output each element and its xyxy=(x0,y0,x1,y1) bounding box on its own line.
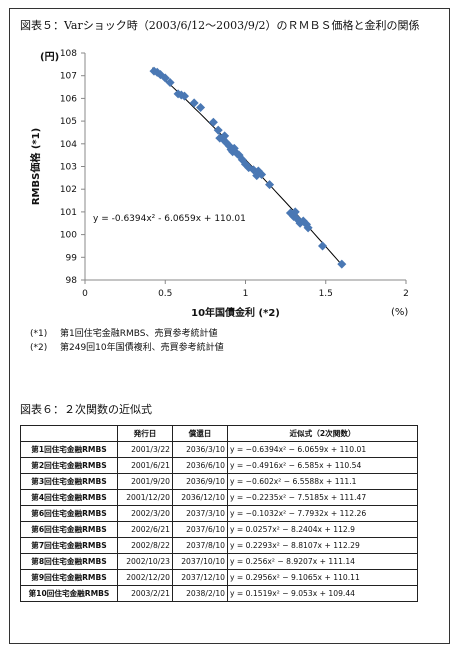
x-tick-label: 2 xyxy=(403,289,409,299)
cell-maturity-date: 2038/2/10 xyxy=(172,585,228,602)
header-name xyxy=(20,425,118,442)
cell-name: 第9回住宅金融RMBS xyxy=(20,569,118,586)
table-row: 第2回住宅金融RMBS 2001/6/21 2036/6/10 y = −0.4916… xyxy=(20,457,418,474)
table-row: 第6回住宅金融RMBS 2002/6/21 2037/6/10 y = 0.0257x… xyxy=(20,521,418,538)
cell-formula: y = 0.1519x² − 9.053x + 109.44 xyxy=(227,585,418,602)
chart-svg: 98 99 100 101 102 103 104 105 106 107 108 0 0.5 1 1.5 2… xyxy=(29,49,409,319)
page-frame xyxy=(9,8,450,644)
y-tick-label: 105 xyxy=(60,117,77,127)
header-maturity-date: 償還日 xyxy=(172,425,228,442)
figure5-title: 図表５：Varショック時（2003/6/12～2003/9/2）のＲＭＢＳ価格と… xyxy=(20,19,420,32)
data-point xyxy=(165,77,175,88)
cell-name: 第10回住宅金融RMBS xyxy=(20,585,118,602)
table-row: 第8回住宅金融RMBS 2002/10/23 2037/10/10 y = 0.256… xyxy=(20,553,418,570)
table-row: 第3回住宅金融RMBS 2001/9/20 2036/9/10 y = −0.602x… xyxy=(20,473,418,490)
cell-issue-date: 2002/8/22 xyxy=(117,537,173,554)
note-2: (*2) 第249回10年国債複利、売買参考統計値 xyxy=(30,341,224,355)
data-point xyxy=(208,117,218,127)
table-row: 第9回住宅金融RMBS 2002/12/20 2037/12/10 y = 0.295… xyxy=(20,569,418,586)
x-tick-label: 1.5 xyxy=(319,289,333,299)
data-point xyxy=(160,73,170,83)
table-row: 第1回住宅金融RMBS 2001/3/22 2036/3/10 y = −0.6394… xyxy=(20,441,418,458)
data-point xyxy=(213,125,223,135)
cell-name: 第6回住宅金融RMBS xyxy=(20,521,118,538)
cell-maturity-date: 2036/9/10 xyxy=(172,473,228,490)
y-axis-title: RMBS価格 (*1) xyxy=(29,128,42,205)
y-tick-label: 107 xyxy=(60,72,77,82)
data-point xyxy=(189,98,199,108)
cell-formula: y = −0.4916x² − 6.585x + 110.54 xyxy=(227,457,418,474)
cell-name: 第8回住宅金融RMBS xyxy=(20,553,118,570)
x-axis-title: 10年国債金利 (*2) xyxy=(191,306,280,319)
header-issue-date: 発行日 xyxy=(117,425,173,442)
cell-issue-date: 2003/2/21 xyxy=(117,585,173,602)
cell-issue-date: 2001/9/20 xyxy=(117,473,173,490)
cell-issue-date: 2002/12/20 xyxy=(117,569,173,586)
y-tick-label: 108 xyxy=(60,49,77,59)
x-tick-label: 0 xyxy=(82,289,88,299)
figure6-title: 図表６：２次関数の近似式 xyxy=(20,403,152,416)
cell-issue-date: 2002/3/20 xyxy=(117,505,173,522)
cell-formula: y = −0.6394x² − 6.0659x + 110.01 xyxy=(227,441,418,458)
cell-maturity-date: 2037/8/10 xyxy=(172,537,228,554)
approximation-table: 発行日 償還日 近似式（2次関数） 第1回住宅金融RMBS 2001/3/22 20… xyxy=(20,425,418,602)
data-point xyxy=(318,241,328,251)
cell-name: 第7回住宅金融RMBS xyxy=(20,537,118,554)
y-tick-label: 102 xyxy=(60,185,77,195)
table-row: 第10回住宅金融RMBS 2003/2/21 2038/2/10 y = 0.1519… xyxy=(20,585,418,602)
header-formula: 近似式（2次関数） xyxy=(227,425,418,442)
cell-formula: y = −0.1032x² − 7.7932x + 112.26 xyxy=(227,505,418,522)
cell-maturity-date: 2036/6/10 xyxy=(172,457,228,474)
table-row: 第7回住宅金融RMBS 2002/8/22 2037/8/10 y = 0.2293x… xyxy=(20,537,418,554)
cell-maturity-date: 2037/12/10 xyxy=(172,569,228,586)
cell-formula: y = 0.2293x² − 8.8107x + 112.29 xyxy=(227,537,418,554)
cell-issue-date: 2001/12/20 xyxy=(117,489,173,506)
table-header-row: 発行日 償還日 近似式（2次関数） xyxy=(20,425,418,442)
cell-formula: y = −0.2235x² − 7.5185x + 111.47 xyxy=(227,489,418,506)
x-unit-label: (%) xyxy=(391,307,408,318)
cell-maturity-date: 2036/3/10 xyxy=(172,441,228,458)
table-row: 第4回住宅金融RMBS 2001/12/20 2036/12/10 y = −0.22… xyxy=(20,489,418,506)
cell-formula: y = −0.602x² − 6.5588x + 111.1 xyxy=(227,473,418,490)
x-tick-label: 1 xyxy=(243,289,249,299)
note-1-text: 第1回住宅金融RMBS、売買参考統計値 xyxy=(60,329,218,339)
note-1: (*1) 第1回住宅金融RMBS、売買参考統計値 xyxy=(30,327,224,341)
cell-name: 第1回住宅金融RMBS xyxy=(20,441,118,458)
y-tick-label: 101 xyxy=(60,208,77,218)
cell-issue-date: 2001/3/22 xyxy=(117,441,173,458)
cell-formula: y = 0.0257x² − 8.2404x + 112.9 xyxy=(227,521,418,538)
y-unit-label: (円) xyxy=(40,51,59,63)
cell-maturity-date: 2037/6/10 xyxy=(172,521,228,538)
cell-issue-date: 2002/6/21 xyxy=(117,521,173,538)
data-point xyxy=(220,131,230,141)
cell-name: 第6回住宅金融RMBS xyxy=(20,505,118,522)
note-1-mark: (*1) xyxy=(30,329,48,339)
cell-issue-date: 2001/6/21 xyxy=(117,457,173,474)
cell-formula: y = 0.256x² − 8.9207x + 111.14 xyxy=(227,553,418,570)
y-tick-label: 104 xyxy=(60,140,77,150)
data-point xyxy=(196,102,206,113)
cell-maturity-date: 2037/10/10 xyxy=(172,553,228,570)
y-tick-label: 98 xyxy=(66,276,78,286)
cell-maturity-date: 2037/3/10 xyxy=(172,505,228,522)
note-2-text: 第249回10年国債複利、売買参考統計値 xyxy=(60,343,224,353)
x-tick-label: 0.5 xyxy=(158,289,172,299)
cell-formula: y = 0.2956x² − 9.1065x + 110.11 xyxy=(227,569,418,586)
cell-maturity-date: 2036/12/10 xyxy=(172,489,228,506)
table-row: 第6回住宅金融RMBS 2002/3/20 2037/3/10 y = −0.1032… xyxy=(20,505,418,522)
cell-name: 第4回住宅金融RMBS xyxy=(20,489,118,506)
table-body: 第1回住宅金融RMBS 2001/3/22 2036/3/10 y = −0.6394… xyxy=(20,441,418,602)
y-tick-label: 103 xyxy=(60,163,77,173)
y-tick-label: 106 xyxy=(60,94,77,104)
y-tick-label: 99 xyxy=(66,253,78,263)
cell-issue-date: 2002/10/23 xyxy=(117,553,173,570)
note-2-mark: (*2) xyxy=(30,343,48,353)
scatter-chart: 98 99 100 101 102 103 104 105 106 107 108 0 0.5 1 1.5 2… xyxy=(13,40,433,330)
cell-name: 第2回住宅金融RMBS xyxy=(20,457,118,474)
data-point xyxy=(176,90,186,100)
trendline-equation: y = -0.6394x² - 6.0659x + 110.01 xyxy=(93,214,246,224)
cell-name: 第3回住宅金融RMBS xyxy=(20,473,118,490)
chart-notes: (*1) 第1回住宅金融RMBS、売買参考統計値 (*2) 第249回10年国債複利… xyxy=(30,327,224,355)
y-tick-label: 100 xyxy=(60,231,77,241)
